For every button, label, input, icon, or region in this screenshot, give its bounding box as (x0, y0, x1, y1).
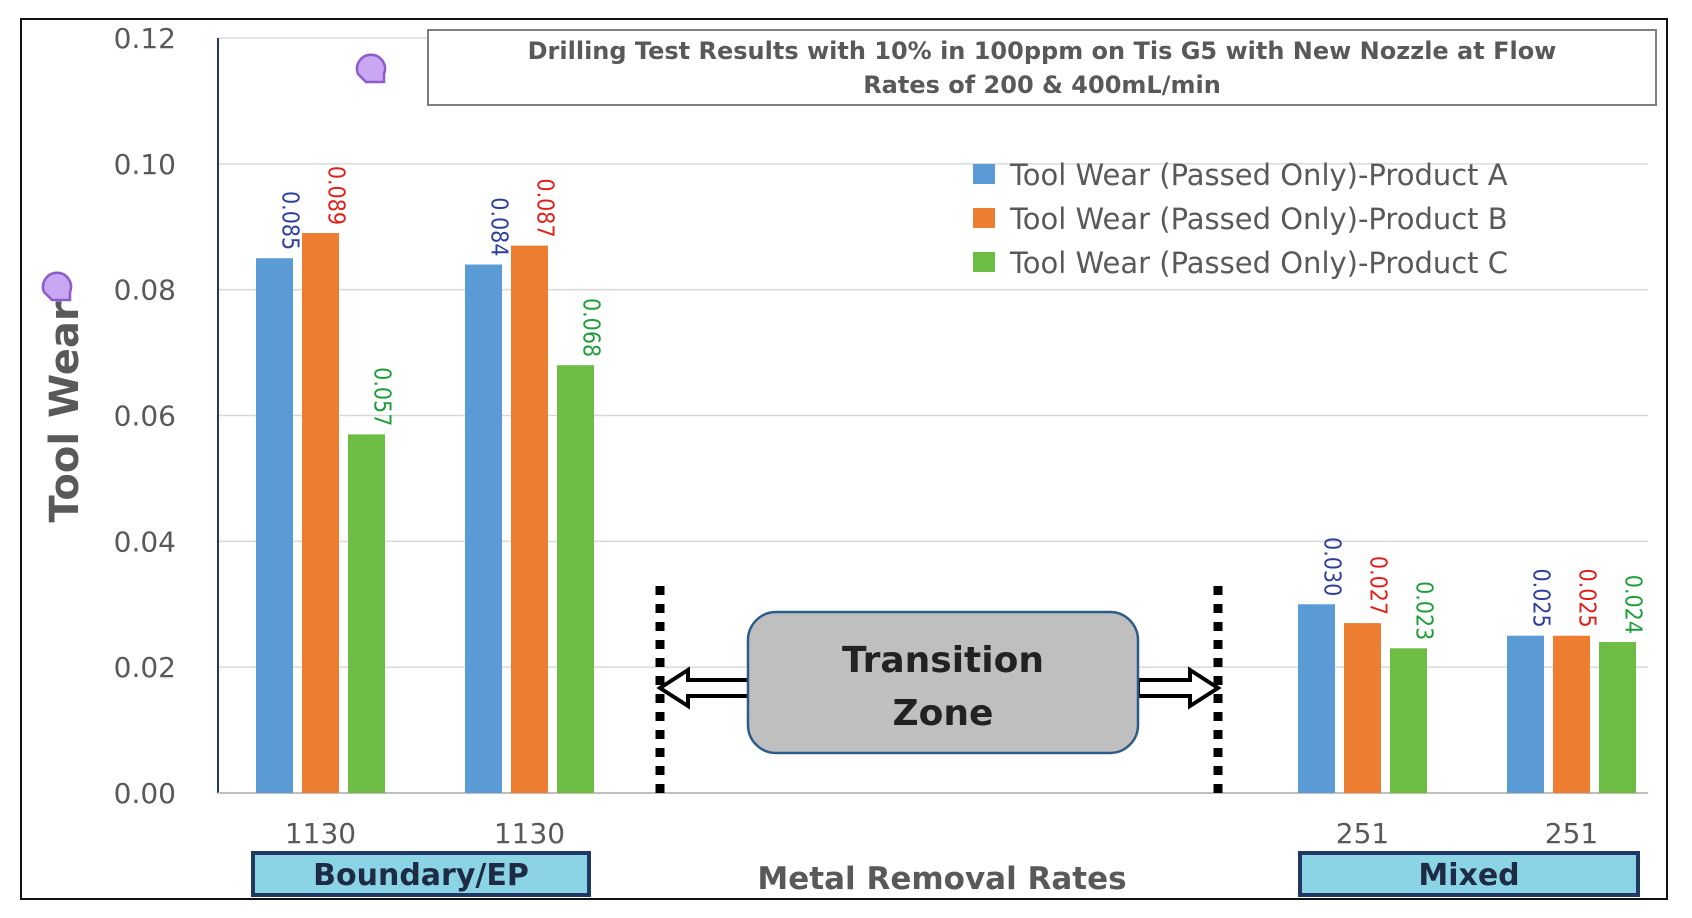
regime-label-mixed: Mixed (1418, 858, 1519, 893)
bar (465, 264, 502, 793)
bar (511, 245, 548, 793)
legend: Tool Wear (Passed Only)-Product A Tool We… (973, 158, 1508, 280)
y-tick-label: 0.00 (114, 777, 176, 810)
legend-label: Tool Wear (Passed Only)-Product C (1009, 246, 1508, 280)
data-label: 0.085 (277, 191, 303, 250)
bars (256, 233, 1636, 793)
y-axis-ticks: 0.00 0.02 0.04 0.06 0.08 0.10 0.12 (114, 22, 176, 810)
legend-label: Tool Wear (Passed Only)-Product A (1009, 158, 1508, 192)
y-tick-label: 0.10 (114, 148, 176, 181)
legend-label: Tool Wear (Passed Only)-Product B (1009, 202, 1508, 236)
y-axis-title: Tool Wear (42, 301, 88, 522)
bar (256, 258, 293, 793)
bar (1344, 623, 1381, 793)
transition-zone-line-1: Transition (842, 640, 1044, 681)
bar (1599, 642, 1636, 793)
data-label: 0.025 (1574, 568, 1600, 627)
x-tick-label: 251 (1336, 817, 1389, 850)
y-tick-label: 0.04 (114, 525, 176, 558)
legend-swatch (973, 164, 995, 184)
legend-swatch (973, 208, 995, 228)
chart-title-line-1: Drilling Test Results with 10% in 100ppm… (528, 37, 1557, 65)
title-box (427, 29, 1657, 106)
chart-title-line-2: Rates of 200 & 400mL/min (863, 71, 1221, 99)
y-tick-label: 0.12 (114, 22, 176, 55)
regime-box-mixed (1298, 851, 1640, 897)
data-label: 0.057 (369, 367, 395, 426)
left-arrow-icon (656, 666, 752, 710)
y-tick-label: 0.08 (114, 274, 176, 307)
y-tick-label: 0.02 (114, 651, 176, 684)
bar (302, 233, 339, 793)
legend-swatch (973, 252, 995, 272)
data-label: 0.030 (1319, 537, 1345, 596)
chart-frame (20, 18, 1668, 900)
bar (557, 365, 594, 793)
regime-label-boundary: Boundary/EP (313, 858, 529, 893)
data-label: 0.024 (1620, 575, 1646, 634)
transition-zone-box (746, 610, 1140, 755)
right-arrow-icon (1136, 666, 1222, 710)
data-label: 0.025 (1528, 568, 1554, 627)
bar (348, 434, 385, 793)
x-tick-label: 1130 (285, 817, 356, 850)
comment-marker-icon (41, 271, 73, 302)
x-tick-label: 1130 (494, 817, 565, 850)
data-label: 0.023 (1411, 581, 1437, 640)
data-label: 0.084 (486, 197, 512, 256)
x-axis-ticks: 1130 1130 251 251 (285, 817, 1598, 850)
bar (1390, 648, 1427, 793)
comment-marker-icon (355, 53, 387, 84)
bar (1553, 635, 1590, 793)
data-label: 0.027 (1365, 556, 1391, 615)
data-labels: 0.085 0.089 0.057 0.084 0.087 0.068 0.030 0.027… (277, 166, 1646, 640)
data-label: 0.089 (323, 166, 349, 225)
data-label: 0.087 (532, 178, 558, 237)
bar (1507, 635, 1544, 793)
data-label: 0.068 (578, 298, 604, 357)
regime-box-boundary (251, 851, 591, 897)
x-axis-title: Metal Removal Rates (757, 861, 1126, 897)
x-tick-label: 251 (1545, 817, 1598, 850)
bar (1298, 604, 1335, 793)
gridlines (218, 37, 1648, 668)
transition-zone-line-2: Zone (893, 693, 994, 734)
y-tick-label: 0.06 (114, 400, 176, 433)
